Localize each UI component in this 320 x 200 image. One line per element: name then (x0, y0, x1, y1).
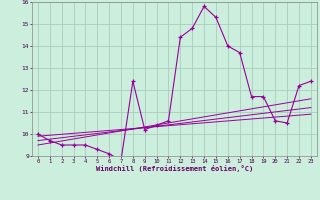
X-axis label: Windchill (Refroidissement éolien,°C): Windchill (Refroidissement éolien,°C) (96, 165, 253, 172)
